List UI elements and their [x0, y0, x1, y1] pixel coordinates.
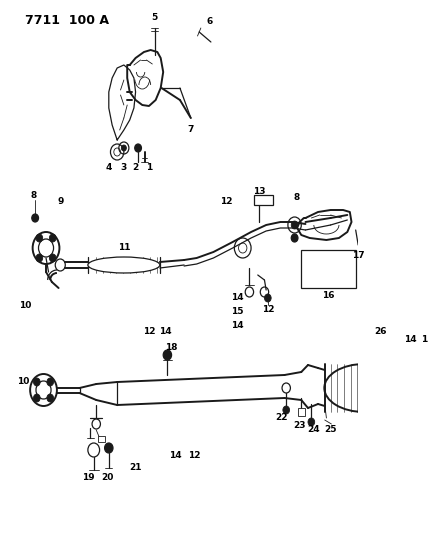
- Text: 12: 12: [220, 198, 232, 206]
- Text: 18: 18: [165, 343, 178, 352]
- Circle shape: [47, 378, 54, 386]
- Circle shape: [49, 254, 56, 262]
- Text: 7: 7: [187, 125, 194, 134]
- Text: 8: 8: [294, 193, 300, 203]
- Text: 11: 11: [118, 244, 130, 253]
- Circle shape: [33, 394, 40, 402]
- Text: 9: 9: [57, 198, 63, 206]
- Circle shape: [49, 234, 56, 242]
- Bar: [298, 408, 305, 416]
- Circle shape: [410, 330, 417, 338]
- Text: 14: 14: [404, 335, 416, 344]
- Text: 6: 6: [206, 18, 212, 27]
- Text: 14: 14: [169, 450, 182, 459]
- Text: 10: 10: [19, 301, 31, 310]
- Circle shape: [36, 234, 43, 242]
- Text: 14: 14: [232, 321, 244, 330]
- Text: 20: 20: [101, 473, 113, 482]
- Text: 21: 21: [129, 464, 142, 472]
- Bar: [376, 340, 386, 350]
- Text: 14: 14: [159, 327, 172, 336]
- Text: 2: 2: [132, 164, 139, 173]
- Text: 25: 25: [324, 425, 337, 434]
- Text: 15: 15: [232, 308, 244, 317]
- Circle shape: [265, 294, 271, 302]
- Circle shape: [36, 254, 43, 262]
- Text: 12: 12: [143, 327, 155, 336]
- Bar: [301, 250, 356, 288]
- Text: 12: 12: [188, 450, 200, 459]
- Text: 5: 5: [152, 13, 158, 22]
- Text: 13: 13: [253, 188, 266, 197]
- Text: 14: 14: [232, 294, 244, 303]
- Text: 7711  100 A: 7711 100 A: [25, 14, 109, 27]
- Bar: [98, 436, 104, 442]
- Circle shape: [104, 443, 113, 453]
- Circle shape: [283, 406, 290, 414]
- Ellipse shape: [88, 257, 160, 273]
- Circle shape: [291, 234, 298, 242]
- Circle shape: [122, 145, 126, 151]
- Circle shape: [423, 340, 428, 348]
- Text: 3: 3: [121, 164, 127, 173]
- Circle shape: [308, 418, 315, 426]
- Text: 16: 16: [322, 290, 334, 300]
- Circle shape: [135, 144, 141, 152]
- Text: 10: 10: [17, 377, 30, 386]
- Text: 12: 12: [262, 305, 274, 314]
- Circle shape: [163, 350, 172, 360]
- Ellipse shape: [324, 364, 404, 412]
- Circle shape: [47, 394, 54, 402]
- Circle shape: [33, 378, 40, 386]
- Text: 1: 1: [146, 164, 152, 173]
- Text: 19: 19: [82, 473, 94, 482]
- Text: 22: 22: [275, 414, 288, 423]
- Text: 23: 23: [293, 421, 306, 430]
- Circle shape: [291, 221, 298, 229]
- Text: 12: 12: [421, 335, 428, 344]
- Text: 26: 26: [374, 327, 387, 336]
- Text: 24: 24: [308, 425, 320, 434]
- Text: 17: 17: [352, 251, 365, 260]
- Bar: [254, 195, 273, 205]
- Text: 8: 8: [30, 190, 37, 199]
- Text: 4: 4: [106, 164, 112, 173]
- Circle shape: [32, 214, 39, 222]
